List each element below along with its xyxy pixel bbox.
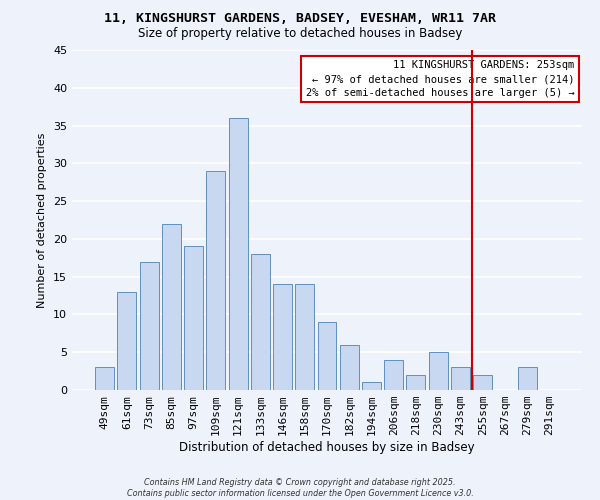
Bar	[473, 375, 492, 390]
Bar	[362, 382, 381, 390]
Bar	[229, 118, 248, 390]
Bar	[518, 368, 536, 390]
Bar	[206, 171, 225, 390]
Bar	[140, 262, 158, 390]
Bar	[451, 368, 470, 390]
Text: 11, KINGSHURST GARDENS, BADSEY, EVESHAM, WR11 7AR: 11, KINGSHURST GARDENS, BADSEY, EVESHAM,…	[104, 12, 496, 26]
Bar	[384, 360, 403, 390]
Bar	[340, 344, 359, 390]
Bar	[273, 284, 292, 390]
X-axis label: Distribution of detached houses by size in Badsey: Distribution of detached houses by size …	[179, 441, 475, 454]
Bar	[95, 368, 114, 390]
Bar	[162, 224, 181, 390]
Text: 11 KINGSHURST GARDENS: 253sqm
← 97% of detached houses are smaller (214)
2% of s: 11 KINGSHURST GARDENS: 253sqm ← 97% of d…	[305, 60, 574, 98]
Bar	[317, 322, 337, 390]
Bar	[295, 284, 314, 390]
Bar	[429, 352, 448, 390]
Bar	[406, 375, 425, 390]
Bar	[251, 254, 270, 390]
Text: Size of property relative to detached houses in Badsey: Size of property relative to detached ho…	[138, 28, 462, 40]
Bar	[184, 246, 203, 390]
Text: Contains HM Land Registry data © Crown copyright and database right 2025.
Contai: Contains HM Land Registry data © Crown c…	[127, 478, 473, 498]
Bar	[118, 292, 136, 390]
Y-axis label: Number of detached properties: Number of detached properties	[37, 132, 47, 308]
